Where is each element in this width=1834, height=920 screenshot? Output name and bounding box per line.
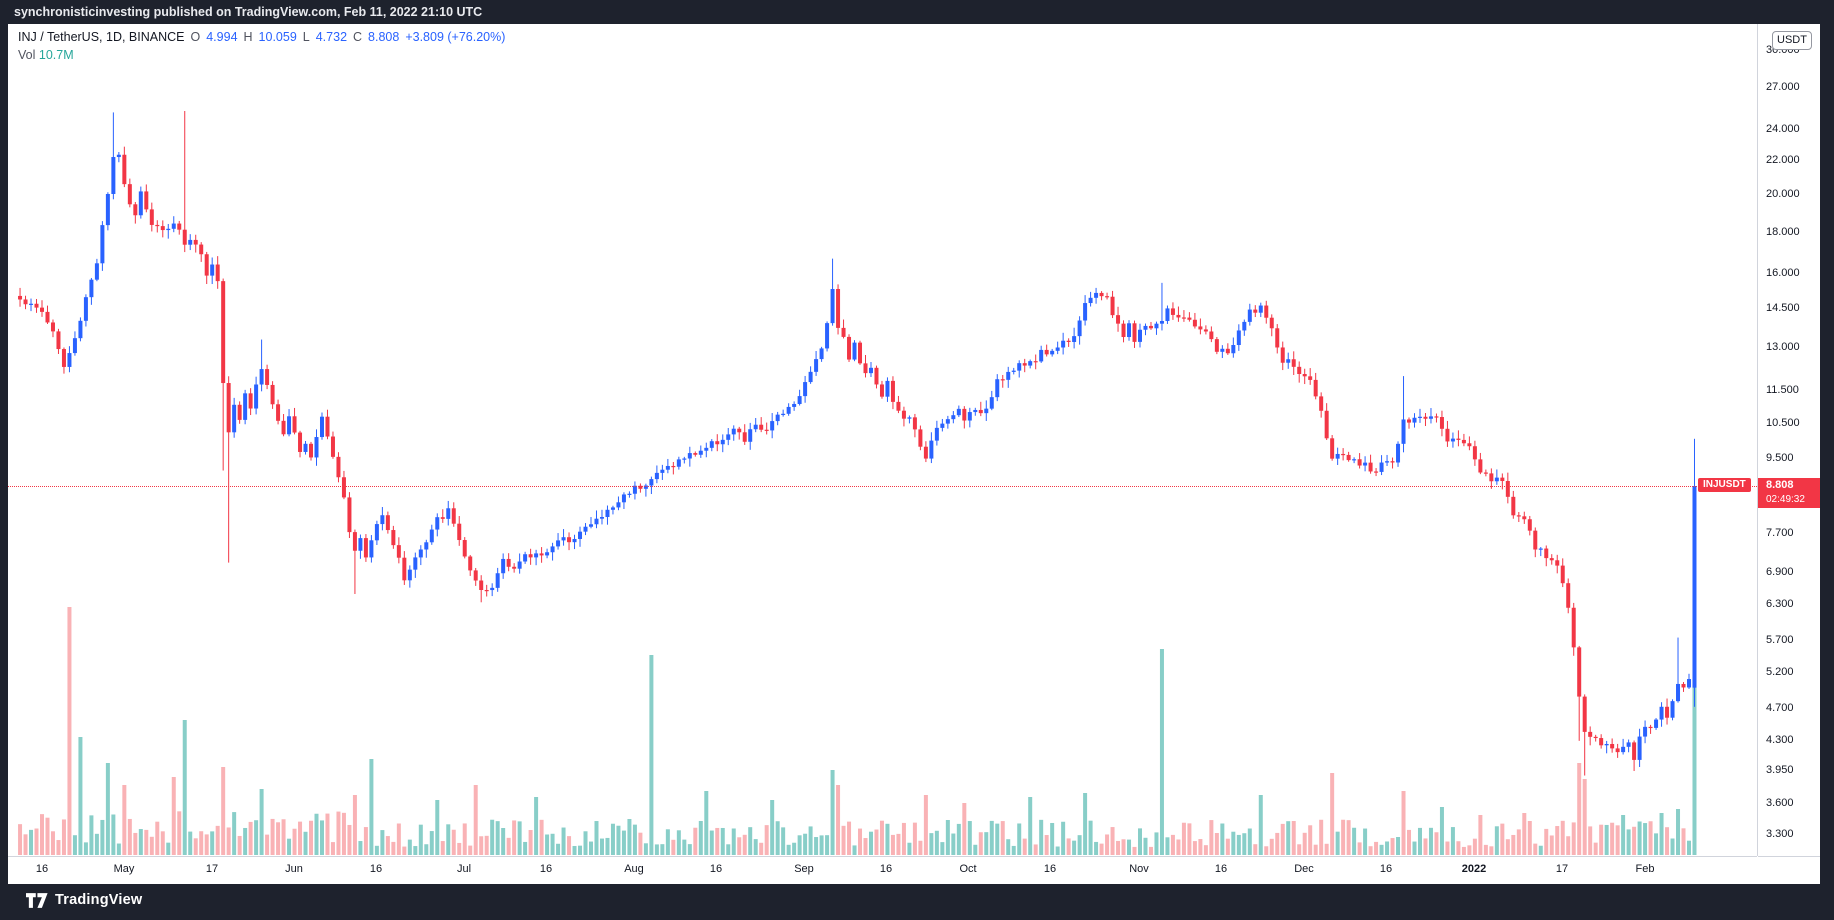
bar-countdown: 02:49:32 [1766, 494, 1805, 505]
price-tick: 20.000 [1766, 188, 1800, 200]
time-tick: 17 [205, 863, 219, 875]
currency-toggle-button[interactable]: USDT [1772, 31, 1812, 50]
time-tick: Dec [1294, 863, 1314, 875]
price-tick: 5.200 [1766, 666, 1794, 678]
time-tick: Feb [1635, 863, 1655, 875]
publish-banner: synchronisticinvesting published on Trad… [0, 0, 1834, 24]
price-tick: 6.300 [1766, 598, 1794, 610]
price-tick: 4.700 [1766, 702, 1794, 714]
price-tick: 18.000 [1766, 226, 1800, 238]
ohlc-legend: INJ / TetherUS, 1D, BINANCE O 4.994 H 10.059… [18, 30, 511, 62]
price-tick: 5.700 [1766, 634, 1794, 646]
tradingview-logo[interactable]: TradingView [26, 892, 142, 908]
volume-value: 10.7M [38, 48, 74, 62]
price-tick: 9.500 [1766, 452, 1794, 464]
time-tick: Nov [1129, 863, 1149, 875]
price-tick: 11.500 [1766, 384, 1799, 396]
legend-row-symbol: INJ / TetherUS, 1D, BINANCE O 4.994 H 10.059… [18, 30, 511, 44]
time-tick: Oct [959, 863, 977, 875]
footer-bar: TradingView [0, 884, 1834, 920]
chart-card: INJ / TetherUS, 1D, BINANCE O 4.994 H 10.059… [8, 24, 1820, 885]
time-tick: May [113, 863, 135, 875]
time-tick: 2022 [1461, 863, 1487, 875]
price-tick: 7.700 [1766, 527, 1794, 539]
time-tick: 16 [709, 863, 723, 875]
open-label: O [190, 30, 201, 44]
time-tick: 16 [879, 863, 893, 875]
tradingview-logo-icon [26, 892, 48, 908]
time-tick: 17 [1555, 863, 1569, 875]
time-tick: Aug [624, 863, 644, 875]
time-tick: 16 [1043, 863, 1057, 875]
price-line-symbol-tag: INJUSDT [1698, 478, 1751, 492]
price-tick: 14.500 [1766, 302, 1800, 314]
price-tick: 27.000 [1766, 81, 1800, 93]
current-price-line [8, 486, 1757, 487]
legend-row-volume: Vol 10.7M [18, 48, 511, 62]
time-axis[interactable]: 16 May 17 Jun 16 Jul 16 Aug 16 Sep 16 Oct 16 Nov 16 Dec… [8, 856, 1757, 885]
axis-corner [1758, 856, 1820, 885]
price-tick: 6.900 [1766, 566, 1794, 578]
time-tick: 16 [35, 863, 49, 875]
current-price-axis-label: 8.808 02:49:32 [1758, 478, 1820, 508]
price-tick: 4.300 [1766, 734, 1794, 746]
price-axis[interactable]: 3.300 3.600 3.950 4.300 4.700 5.200 5.700 6.300… [1758, 24, 1820, 856]
time-tick: 16 [1214, 863, 1228, 875]
time-tick: Jun [285, 863, 303, 875]
price-tick: 13.000 [1766, 341, 1800, 353]
high-label: H [243, 30, 253, 44]
symbol-title: INJ / TetherUS, 1D, BINANCE [18, 30, 185, 44]
time-tick: 16 [539, 863, 553, 875]
price-tick: 3.300 [1766, 828, 1794, 840]
price-tick: 3.600 [1766, 797, 1794, 809]
price-tick: 10.500 [1766, 417, 1800, 429]
time-tick: Sep [794, 863, 814, 875]
low-value: 4.732 [315, 30, 348, 44]
time-tick: 16 [369, 863, 383, 875]
current-price-value: 8.808 [1766, 479, 1794, 491]
time-tick: Jul [456, 863, 472, 875]
candlestick-chart[interactable] [8, 24, 1757, 856]
close-label: C [353, 30, 363, 44]
high-value: 10.059 [258, 30, 297, 44]
chart-pane[interactable]: INJ / TetherUS, 1D, BINANCE O 4.994 H 10.059… [8, 24, 1758, 856]
price-tick: 22.000 [1766, 154, 1800, 166]
price-tick: 3.950 [1766, 764, 1794, 776]
tradingview-logo-text: TradingView [55, 892, 143, 908]
publish-banner-text: synchronisticinvesting published on Trad… [14, 5, 483, 19]
time-tick: 16 [1379, 863, 1393, 875]
price-tick: 16.000 [1766, 267, 1800, 279]
price-tick: 24.000 [1766, 123, 1800, 135]
open-value: 4.994 [206, 30, 238, 44]
volume-label: Vol [18, 48, 36, 62]
change-value: +3.809 (+76.20%) [405, 30, 506, 44]
low-label: L [302, 30, 310, 44]
close-value: 8.808 [368, 30, 400, 44]
